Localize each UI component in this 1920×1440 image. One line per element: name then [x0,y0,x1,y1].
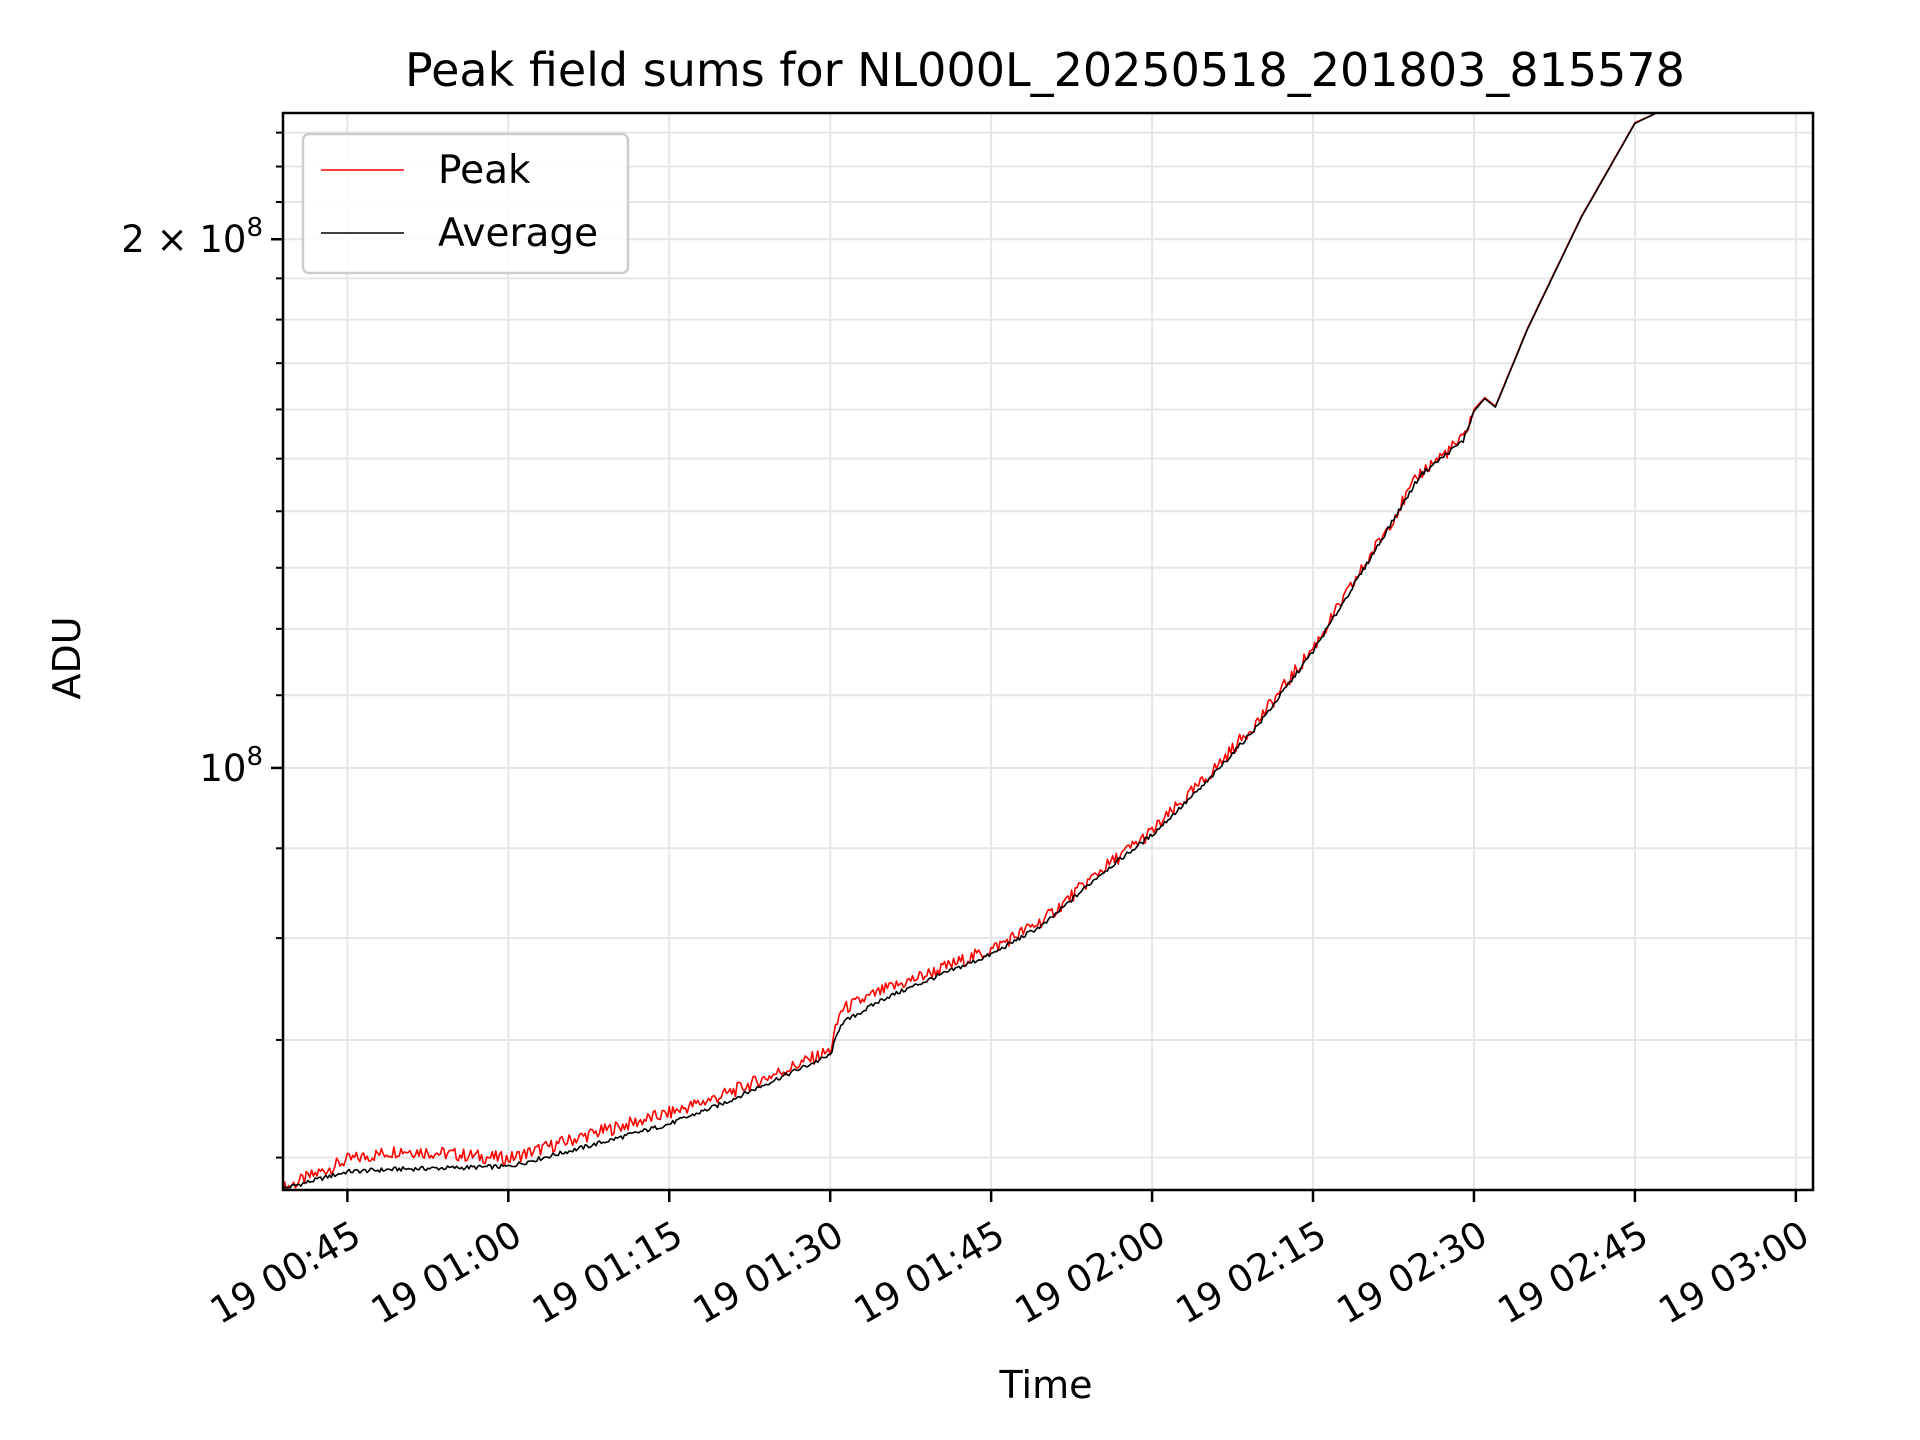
chart-title: Peak field sums for NL000L_20250518_2018… [405,43,1685,97]
x-tick-label: 19 01:15 [525,1213,690,1333]
y-axis-ticks: 108 2 × 108 [121,131,283,1159]
x-tick-label: 19 02:30 [1330,1213,1495,1333]
y-tick-label: 108 [199,742,263,790]
legend-average-label: Average [438,211,598,256]
legend: Peak Average [301,132,630,275]
x-tick-label: 19 03:00 [1652,1213,1817,1333]
legend-peak-label: Peak [438,148,531,193]
average-series-line [283,113,1710,1190]
peak-series-line [283,113,1710,1190]
x-tick-label: 19 00:45 [203,1213,368,1333]
y-axis-label: ADU [45,616,89,699]
plot-frame [281,111,1815,1192]
y-tick-label: 2 × 108 [121,213,263,261]
x-tick-label: 19 01:30 [686,1213,851,1333]
x-tick-label: 19 02:15 [1169,1213,1334,1333]
x-tick-label: 19 01:00 [364,1213,529,1333]
legend-box [301,132,630,275]
grid [283,113,1813,1190]
x-tick-label: 19 01:45 [847,1213,1012,1333]
x-tick-label: 19 02:45 [1491,1213,1656,1333]
plot-lines [283,113,1710,1190]
x-axis-label: Time [999,1363,1093,1407]
x-tick-label: 19 02:00 [1008,1213,1173,1333]
